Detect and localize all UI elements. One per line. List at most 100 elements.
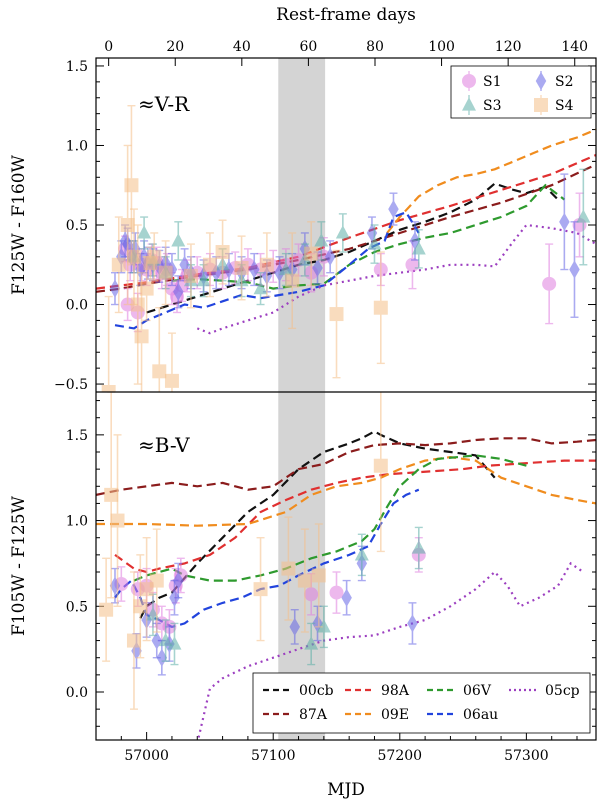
diamond-marker: [289, 617, 300, 636]
triangle-marker: [304, 636, 319, 650]
panel-top-observations: [101, 105, 591, 392]
frame-layer: [95, 57, 597, 741]
data-point-S4: [183, 243, 198, 309]
square-marker: [126, 249, 141, 264]
square-marker: [126, 633, 141, 648]
legend-label-06au: 06au: [463, 707, 498, 723]
legend-marker-S4: [534, 95, 548, 115]
square-marker: [202, 257, 217, 272]
diamond-marker: [156, 648, 168, 667]
triangle-marker: [411, 540, 426, 554]
top-panel-annotation: ≈V-R: [138, 92, 190, 116]
labels-layer: MJD Rest-frame days F125W - F160W F105W …: [9, 5, 588, 800]
diamond-marker: [535, 71, 547, 91]
data-point-S4: [304, 221, 319, 287]
x-tick-label: 57000: [124, 748, 169, 764]
data-point-S4: [373, 251, 388, 365]
triangle-marker: [137, 225, 152, 239]
template-curve-06au: [114, 210, 420, 330]
triangle-marker: [354, 547, 369, 561]
data-point-S3: [167, 622, 182, 666]
top-tick-label: 0: [104, 39, 113, 55]
top-tick-label: 100: [428, 39, 455, 55]
triangle-marker: [278, 261, 293, 276]
data-point-S3: [158, 619, 173, 662]
triangle-marker: [411, 241, 426, 255]
data-point-S2: [248, 252, 260, 287]
square-marker: [134, 329, 149, 344]
triangle-marker: [167, 636, 182, 650]
y-tick-label: 1.5: [66, 428, 88, 444]
data-point-S4: [149, 528, 164, 633]
data-point-S2: [173, 562, 184, 599]
y-tick-label: 1.0: [66, 138, 88, 154]
y-tick-label: 1.5: [66, 59, 88, 75]
top-tick-label: 120: [495, 39, 522, 55]
diamond-marker: [569, 260, 580, 279]
triangle-marker: [335, 225, 350, 239]
template-curve-05cp: [196, 223, 596, 335]
square-marker: [281, 561, 296, 576]
data-point-S2: [289, 609, 300, 645]
data-point-S2: [388, 192, 399, 226]
data-point-S2: [173, 275, 184, 309]
data-point-S4: [297, 528, 312, 633]
legend-label-S4: S4: [555, 98, 574, 114]
data-point-S3: [314, 221, 329, 261]
triangle-marker: [367, 236, 382, 250]
diamond-marker: [324, 247, 336, 266]
diamond-marker: [109, 279, 121, 298]
data-point-S4: [253, 537, 268, 642]
square-marker: [133, 599, 148, 614]
circle-marker: [542, 276, 557, 291]
square-marker: [285, 273, 300, 288]
triangle-marker: [171, 233, 186, 247]
square-marker: [152, 364, 167, 379]
top-tick-label: 20: [166, 39, 184, 55]
data-point-S4: [111, 216, 126, 314]
square-marker: [304, 246, 319, 261]
data-point-S3: [354, 533, 369, 577]
data-point-S4: [281, 516, 296, 621]
bottom-panel-y-axis-title: F105W - F125W: [9, 495, 29, 636]
data-point-S3: [411, 526, 426, 570]
data-point-S3: [411, 229, 426, 269]
diamond-marker: [173, 282, 184, 301]
data-point-S3: [137, 216, 152, 250]
square-marker: [149, 573, 164, 588]
square-marker: [373, 300, 388, 315]
diamond-marker: [407, 614, 418, 633]
data-point-S3: [304, 622, 319, 666]
plot-frame: [95, 57, 597, 741]
data-point-S4: [133, 554, 148, 659]
data-point-S4: [373, 392, 388, 553]
diamond-marker: [559, 212, 570, 231]
observations-layer: [99, 105, 591, 710]
data-point-S4: [139, 537, 154, 642]
diamond-marker: [173, 571, 184, 590]
data-point-S3: [171, 221, 186, 261]
circle-marker: [329, 585, 344, 600]
data-point-S4: [329, 249, 344, 379]
data-point-S4: [234, 235, 249, 301]
y-tick-label: 0.5: [66, 218, 88, 234]
legend-marker-S3: [462, 95, 476, 115]
y-tick-label: −0.5: [54, 377, 88, 393]
diamond-marker: [312, 258, 323, 278]
data-point-S4: [147, 232, 162, 282]
y-tick-label: 0.5: [66, 599, 88, 615]
diamond-marker: [388, 199, 399, 219]
square-marker: [104, 487, 119, 502]
triangle-marker: [253, 280, 268, 295]
legend-label-06V: 06V: [463, 683, 492, 699]
legend-label-98A: 98A: [381, 683, 410, 699]
data-point-S4: [202, 232, 217, 298]
template-curve-00cb: [139, 430, 496, 619]
diamond-marker: [341, 588, 352, 607]
square-marker: [329, 307, 344, 322]
triangle-marker: [316, 619, 331, 633]
legend-label-S1: S1: [483, 74, 502, 90]
triangle-marker: [314, 233, 329, 247]
top-tick-label: 40: [233, 39, 251, 55]
